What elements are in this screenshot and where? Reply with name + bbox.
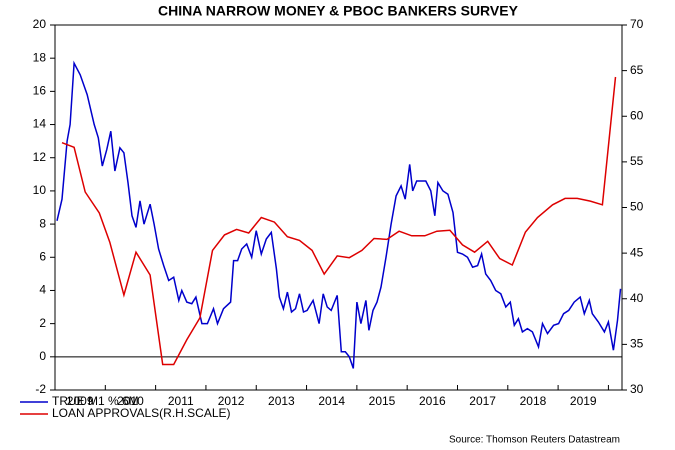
x-tick-label: 2016: [419, 394, 446, 408]
y-tick-label: 4: [39, 283, 46, 297]
x-tick-label: 2015: [369, 394, 396, 408]
x-tick-label: 2012: [218, 394, 245, 408]
x-tick-label: 2018: [520, 394, 547, 408]
y2-tick-label: 65: [630, 63, 644, 77]
y-tick-label: 20: [33, 17, 47, 31]
y-tick-label: 18: [33, 50, 47, 64]
x-tick-label: 2017: [469, 394, 496, 408]
y-tick-label: 14: [33, 117, 47, 131]
x-tick-label: 2010: [117, 394, 144, 408]
y2-tick-label: 40: [630, 291, 644, 305]
y-tick-label: 8: [39, 216, 46, 230]
y-tick-label: 6: [39, 249, 46, 263]
series-line: [61, 76, 617, 366]
y2-tick-label: 70: [630, 17, 644, 31]
y2-tick-label: 30: [630, 382, 644, 396]
y-tick-label: 10: [33, 183, 47, 197]
y2-tick-label: 50: [630, 200, 644, 214]
y-tick-label: -2: [35, 382, 46, 396]
series-line: [56, 60, 622, 369]
y-tick-label: 2: [39, 316, 46, 330]
x-tick-label: 2013: [268, 394, 295, 408]
y-tick-label: 12: [33, 150, 47, 164]
plot-frame: [54, 24, 623, 391]
source-note: Source: Thomson Reuters Datastream: [449, 435, 620, 446]
x-tick-label: 2019: [570, 394, 597, 408]
x-tick-label: 2011: [168, 394, 194, 408]
x-tick-label: 2009: [67, 394, 94, 408]
y2-tick-label: 55: [630, 154, 644, 168]
y2-tick-label: 60: [630, 108, 644, 122]
legend-label: LOAN APPROVALS(R.H.SCALE): [52, 406, 231, 420]
x-tick-label: 2014: [318, 394, 345, 408]
y-tick-label: 0: [39, 349, 46, 363]
legend-label: TRUE M1 % 6M: [52, 394, 139, 408]
y2-tick-label: 45: [630, 245, 644, 259]
y2-tick-label: 35: [630, 337, 644, 351]
y-tick-label: 16: [33, 84, 47, 98]
chart-title: CHINA NARROW MONEY & PBOC BANKERS SURVEY: [158, 3, 519, 19]
